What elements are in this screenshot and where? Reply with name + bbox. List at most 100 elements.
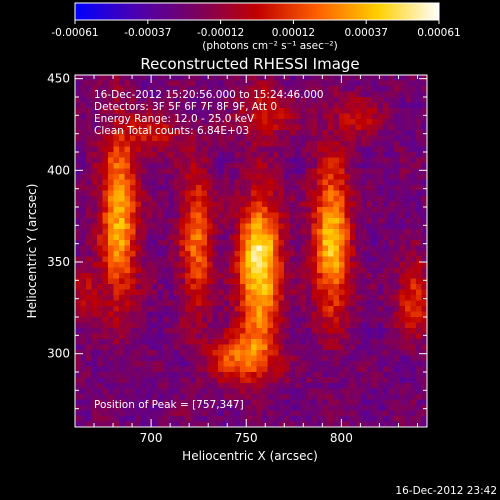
heatmap-cell xyxy=(86,372,92,378)
heatmap-cell xyxy=(355,108,362,114)
heatmap-cell xyxy=(130,229,136,235)
heatmap-cell xyxy=(289,130,296,136)
heatmap-cell xyxy=(212,361,219,367)
heatmap-cell xyxy=(75,361,81,367)
heatmap-cell xyxy=(218,218,224,224)
heatmap-cell xyxy=(86,218,92,224)
heatmap-cell xyxy=(410,218,417,224)
heatmap-cell xyxy=(416,196,422,202)
heatmap-cell xyxy=(146,223,153,230)
heatmap-cell xyxy=(372,245,378,252)
heatmap-cell xyxy=(218,405,224,411)
heatmap-cell xyxy=(421,388,428,395)
heatmap-cell xyxy=(273,223,279,230)
heatmap-cell xyxy=(190,273,197,279)
heatmap-cell xyxy=(108,394,114,400)
heatmap-cell xyxy=(86,383,92,389)
heatmap-cell xyxy=(201,383,208,389)
heatmap-cell xyxy=(168,135,175,142)
heatmap-cell xyxy=(405,113,411,120)
heatmap-cell xyxy=(91,245,98,252)
heatmap-cell xyxy=(344,86,351,92)
heatmap-cell xyxy=(240,339,246,345)
heatmap-cell xyxy=(113,234,120,241)
heatmap-cell xyxy=(179,102,186,109)
heatmap-cell xyxy=(223,207,230,213)
heatmap-cell xyxy=(322,251,329,257)
heatmap-cell xyxy=(388,190,395,197)
heatmap-cell xyxy=(377,152,384,158)
heatmap-cell xyxy=(295,234,301,241)
heatmap-cell xyxy=(377,295,384,301)
heatmap-cell xyxy=(141,157,147,164)
heatmap-cell xyxy=(86,135,92,142)
heatmap-cell xyxy=(339,410,345,417)
heatmap-cell xyxy=(157,201,164,208)
heatmap-cell xyxy=(130,201,136,208)
heatmap-cell xyxy=(80,80,87,87)
heatmap-cell xyxy=(240,218,246,224)
heatmap-cell xyxy=(152,383,158,389)
heatmap-cell xyxy=(168,355,175,362)
heatmap-cell xyxy=(229,130,235,136)
heatmap-cell xyxy=(416,190,422,197)
heatmap-cell xyxy=(223,212,230,219)
heatmap-cell xyxy=(119,124,125,131)
heatmap-cell xyxy=(97,152,103,158)
heatmap-cell xyxy=(322,80,329,87)
heatmap-cell xyxy=(196,267,202,274)
heatmap-cell xyxy=(218,201,224,208)
heatmap-cell xyxy=(377,328,384,334)
heatmap-cell xyxy=(146,256,153,263)
heatmap-cell xyxy=(284,218,290,224)
heatmap-cell xyxy=(212,229,219,235)
heatmap-cell xyxy=(256,91,263,98)
heatmap-cell xyxy=(289,317,296,323)
heatmap-cell xyxy=(251,130,257,136)
heatmap-cell xyxy=(317,207,323,213)
heatmap-cell xyxy=(284,86,290,92)
heatmap-cell xyxy=(201,190,208,197)
heatmap-cell xyxy=(355,339,362,345)
heatmap-cell xyxy=(350,245,356,252)
heatmap-cell xyxy=(163,196,169,202)
heatmap-cell xyxy=(135,361,142,367)
heatmap-cell xyxy=(394,196,400,202)
heatmap-cell xyxy=(157,135,164,142)
heatmap-cell xyxy=(372,251,378,257)
heatmap-cell xyxy=(80,333,87,340)
heatmap-cell xyxy=(388,251,395,257)
heatmap-cell xyxy=(366,196,373,202)
heatmap-cell xyxy=(146,124,153,131)
heatmap-cell xyxy=(361,245,367,252)
heatmap-cell xyxy=(251,157,257,164)
heatmap-cell xyxy=(196,256,202,263)
heatmap-cell xyxy=(75,289,81,296)
heatmap-cell xyxy=(113,328,120,334)
heatmap-cell xyxy=(135,157,142,164)
heatmap-cell xyxy=(410,86,417,92)
heatmap-cell xyxy=(212,240,219,246)
heatmap-cell xyxy=(163,262,169,268)
heatmap-cell xyxy=(311,80,318,87)
heatmap-cell xyxy=(267,350,274,356)
heatmap-cell xyxy=(218,113,224,120)
heatmap-cell xyxy=(163,273,169,279)
heatmap-cell xyxy=(146,174,153,180)
heatmap-cell xyxy=(108,124,114,131)
heatmap-cell xyxy=(152,251,158,257)
heatmap-cell xyxy=(130,295,136,301)
heatmap-cell xyxy=(102,97,109,103)
heatmap-cell xyxy=(141,339,147,345)
heatmap-cell xyxy=(185,267,191,274)
heatmap-cell xyxy=(229,113,235,120)
heatmap-cell xyxy=(152,91,158,98)
heatmap-cell xyxy=(317,355,323,362)
heatmap-cell xyxy=(421,240,428,246)
heatmap-cell xyxy=(157,295,164,301)
heatmap-cell xyxy=(317,201,323,208)
heatmap-cell xyxy=(97,190,103,197)
heatmap-cell xyxy=(190,245,197,252)
heatmap-cell xyxy=(135,355,142,362)
heatmap-cell xyxy=(201,328,208,334)
